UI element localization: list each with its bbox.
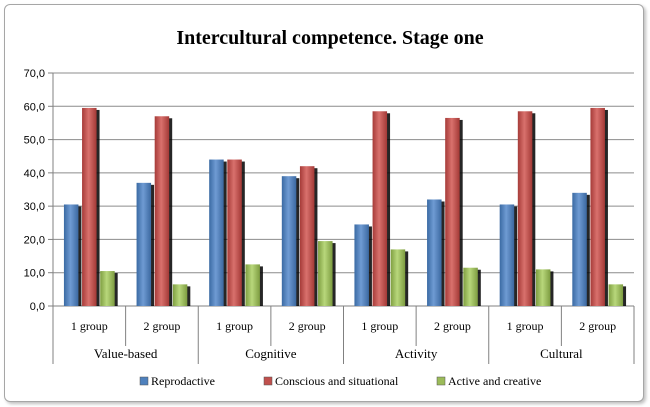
bar — [227, 159, 242, 306]
x-tick-label: 1 group — [71, 319, 108, 333]
x-tick-label: 1 group — [216, 319, 253, 333]
bar — [445, 117, 460, 306]
legend-swatch — [263, 376, 273, 386]
legend: Reprodactive Conscious and situational Act… — [139, 374, 541, 388]
bars — [63, 107, 627, 307]
bar — [535, 269, 551, 306]
bar — [354, 224, 369, 306]
bar — [318, 241, 333, 306]
legend-label: Active and creative — [448, 374, 541, 388]
axes: 0,0 10,0 20,0 30,0 40,0 50,0 60,0 70,0 — [24, 68, 635, 364]
bar — [245, 264, 260, 306]
legend-label: Reprodactive — [151, 374, 215, 388]
bar — [299, 166, 315, 306]
group-label: Cognitive — [245, 346, 297, 361]
bar — [82, 107, 97, 306]
y-tick-label: 20,0 — [24, 234, 45, 246]
chart-frame — [4, 4, 644, 402]
bar — [463, 267, 478, 306]
y-tick-label: 30,0 — [24, 201, 45, 213]
bar — [281, 176, 297, 306]
bar — [100, 271, 115, 306]
bar — [390, 249, 406, 306]
x-tick-label: 1 group — [361, 319, 398, 333]
bar — [608, 284, 624, 306]
legend-label: Conscious and situational — [275, 374, 399, 388]
bar — [136, 182, 152, 306]
x-tick-label: 1 group — [507, 319, 544, 333]
bar — [209, 159, 224, 306]
x-tick-label: 2 group — [289, 319, 326, 333]
y-tick-label: 40,0 — [24, 168, 45, 180]
legend-swatch — [436, 376, 446, 386]
bar — [172, 284, 188, 306]
y-tick-label: 10,0 — [24, 268, 45, 280]
bar — [154, 116, 170, 307]
y-tick-label: 0,0 — [30, 301, 45, 313]
y-tick-label: 50,0 — [24, 135, 45, 147]
x-tick-label: 2 group — [579, 319, 616, 333]
bar — [499, 204, 515, 306]
y-tick-label: 70,0 — [24, 68, 45, 80]
group-label: Value-based — [94, 346, 158, 361]
y-tick-label: 60,0 — [24, 101, 45, 113]
bar — [590, 107, 605, 306]
group-label: Cultural — [540, 346, 583, 361]
bar — [517, 111, 533, 307]
bar — [572, 192, 587, 306]
chart-title: Intercultural competence. Stage one — [176, 27, 483, 49]
group-label: Activity — [395, 346, 438, 361]
bar — [427, 199, 442, 306]
bar — [372, 111, 388, 307]
x-axis-labels: 1 group 2 group 1 group 2 group 1 group 2 gro… — [71, 319, 616, 361]
x-tick-label: 2 group — [143, 319, 180, 333]
bar — [63, 204, 79, 306]
x-tick-label: 2 group — [434, 319, 471, 333]
legend-swatch — [139, 376, 149, 386]
